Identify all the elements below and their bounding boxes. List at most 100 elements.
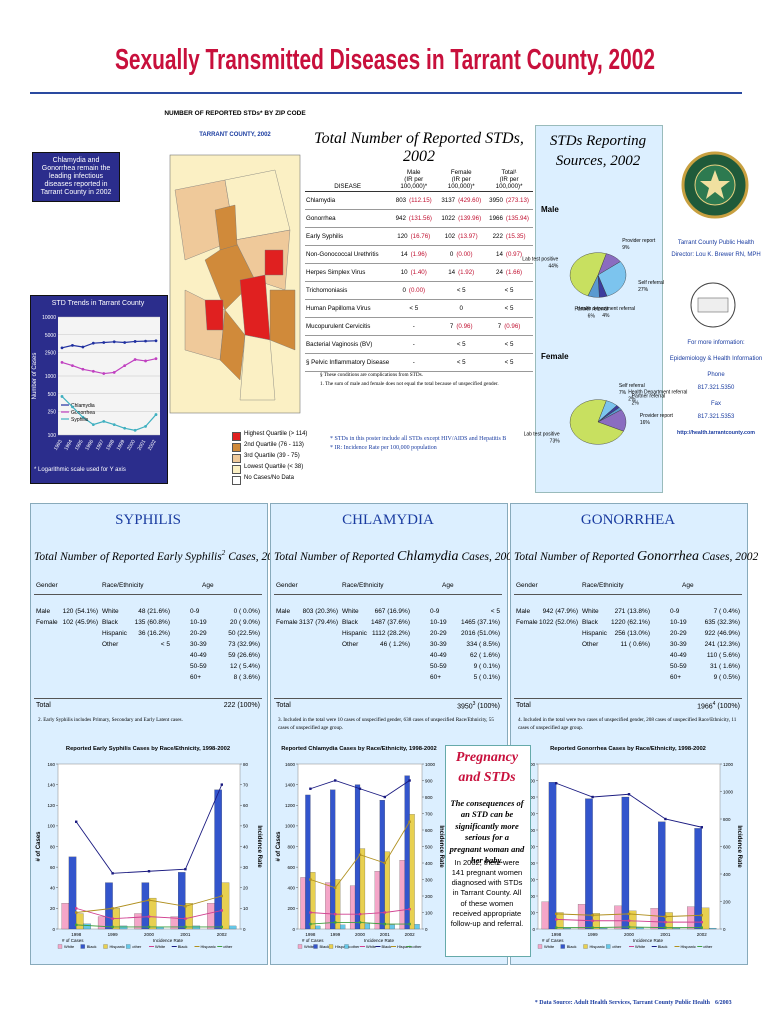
x-tick-label: 1999 bbox=[116, 439, 127, 452]
panel-subtitle: Total Number of Reported Gonorrhea Cases, … bbox=[514, 549, 758, 565]
rate-point bbox=[334, 921, 337, 924]
y2-tick-label: 600 bbox=[425, 828, 433, 833]
bar bbox=[701, 907, 710, 930]
x-tick-label: 2000 bbox=[144, 932, 155, 937]
bar bbox=[541, 901, 550, 930]
legend-label: White bbox=[366, 944, 377, 949]
y-tick-label: 200 bbox=[527, 910, 535, 915]
disease: Gonorrhea bbox=[306, 215, 336, 223]
legend-label: Hispanic bbox=[397, 944, 412, 949]
count: < 5 bbox=[504, 287, 514, 295]
total-sup: 4 bbox=[712, 701, 716, 707]
legend-label: Black bbox=[567, 944, 577, 949]
rate-point bbox=[627, 793, 631, 796]
y-tick-label: 500 bbox=[48, 392, 57, 398]
table-note: § These conditions are complications fro… bbox=[320, 372, 423, 378]
count: < 5 bbox=[456, 287, 466, 295]
rate-point bbox=[555, 926, 558, 929]
table-note: 1. The sum of male and female does not e… bbox=[320, 381, 499, 387]
bar bbox=[414, 924, 420, 930]
bar bbox=[694, 828, 702, 930]
trend-line bbox=[61, 396, 157, 431]
column-header: Gender bbox=[516, 582, 538, 589]
y2-tick-label: 70 bbox=[243, 782, 249, 787]
age-label: 60+ bbox=[670, 674, 682, 681]
count: 14 bbox=[448, 269, 456, 277]
rate-point bbox=[700, 914, 703, 917]
column-header: Age bbox=[682, 582, 694, 589]
subtitle-part: Total Number of Reported bbox=[514, 551, 635, 563]
y-tick-label: 600 bbox=[287, 865, 295, 870]
count: 7 bbox=[449, 323, 454, 331]
x-tick-label: 1993 bbox=[53, 439, 64, 452]
x-tick-label: 2001 bbox=[660, 932, 671, 937]
race-label: Black bbox=[342, 619, 358, 626]
bar bbox=[389, 924, 395, 930]
race-label: White bbox=[102, 608, 119, 615]
bar bbox=[214, 789, 222, 930]
y-tick-label: 20 bbox=[50, 906, 56, 911]
total-count: 3950 bbox=[457, 703, 473, 711]
bar bbox=[687, 906, 695, 930]
y2-tick-label: 800 bbox=[425, 795, 433, 800]
age-value: 59 (26.6%) bbox=[228, 652, 260, 659]
bar bbox=[330, 789, 336, 930]
rate-point bbox=[664, 915, 667, 918]
rate-point bbox=[700, 926, 703, 929]
y2-tick-label: 800 bbox=[723, 817, 731, 822]
race-value: 36 (16.2%) bbox=[138, 630, 170, 637]
rate-point bbox=[358, 912, 362, 916]
race-value: 1487 (37.6%) bbox=[370, 619, 410, 626]
bar bbox=[650, 908, 659, 930]
rate: (1.96) bbox=[410, 251, 427, 259]
bar bbox=[585, 798, 593, 930]
rate-point bbox=[111, 925, 114, 929]
chart-title: Reported Early Syphilis Cases by Race/Et… bbox=[65, 746, 231, 752]
slice-value: 4% bbox=[602, 313, 610, 319]
legend-swatch bbox=[103, 944, 108, 949]
pregnancy-box bbox=[445, 745, 531, 957]
trend-note: * Logarithmic scale used for Y axis bbox=[34, 467, 126, 473]
count: < 5 bbox=[504, 359, 514, 367]
trend-point bbox=[91, 369, 95, 373]
bar bbox=[374, 871, 380, 930]
sources-title: STDs Reporting Sources, 2002 bbox=[549, 133, 647, 169]
rate: (0.97) bbox=[505, 251, 523, 259]
subtitle-emphasis: Gonorrhea bbox=[637, 549, 699, 564]
age-value: 7 ( 0.4%) bbox=[713, 608, 740, 615]
trend-chart: 100 250 500 1000 2500 5000 10000 Number of Case… bbox=[32, 315, 160, 452]
rate-point bbox=[700, 826, 703, 829]
count: 102 bbox=[444, 233, 456, 241]
y2-tick-label: 300 bbox=[425, 877, 433, 882]
rate-point bbox=[383, 795, 386, 799]
rate-point bbox=[627, 912, 631, 916]
age-label: 0-9 bbox=[430, 608, 440, 615]
panel-note: 4. Included in the total were two cases … bbox=[518, 717, 737, 732]
count: - bbox=[412, 359, 415, 367]
subtitle-sup: 2 bbox=[221, 549, 226, 557]
age-value: 50 (22.5%) bbox=[228, 630, 260, 637]
phone: 817.321.5350 bbox=[697, 385, 735, 391]
subtitle-emphasis: Chlamydia bbox=[397, 549, 459, 564]
rule bbox=[34, 698, 262, 699]
age-label: 10-19 bbox=[670, 619, 687, 626]
bar bbox=[178, 872, 186, 930]
legend-label: Hispanic bbox=[335, 944, 350, 949]
gender-value: 102 (45.9%) bbox=[62, 619, 98, 626]
gender-label: Female bbox=[276, 619, 298, 626]
poster-title: Sexually Transmitted Diseases in Tarrant… bbox=[114, 44, 655, 76]
panel-subtitle: Total Number of Reported Early Syphilis2… bbox=[34, 549, 284, 564]
y2-tick-label: 30 bbox=[243, 865, 249, 870]
y-tick-label: 100 bbox=[48, 433, 57, 439]
age-value: 9 ( 0.1%) bbox=[473, 663, 500, 670]
rate-point bbox=[75, 820, 78, 823]
column-header: Female bbox=[450, 169, 472, 176]
y-axis-label: # of Cases bbox=[36, 831, 42, 862]
race-label: Hispanic bbox=[582, 630, 607, 637]
y2-tick-label: 20 bbox=[243, 886, 249, 891]
column-header: Age bbox=[442, 582, 454, 589]
y-tick-label: 40 bbox=[50, 886, 56, 891]
legend-swatch bbox=[328, 944, 334, 949]
race-label: Other bbox=[342, 641, 359, 648]
